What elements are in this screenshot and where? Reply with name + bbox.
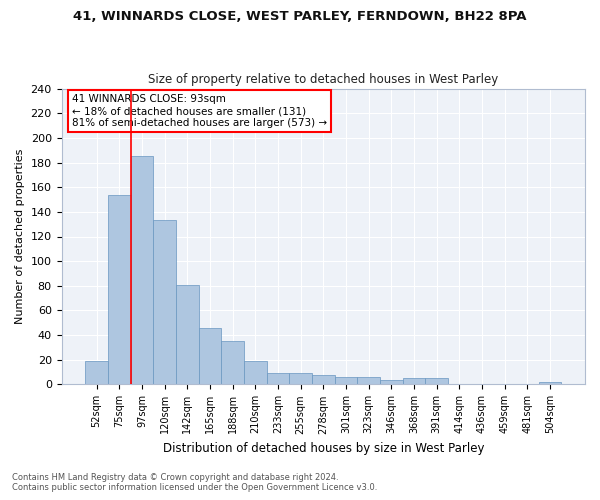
Title: Size of property relative to detached houses in West Parley: Size of property relative to detached ho… [148,73,499,86]
Bar [425,378,448,384]
Bar [244,361,266,384]
X-axis label: Distribution of detached houses by size in West Parley: Distribution of detached houses by size … [163,442,484,455]
Bar [176,284,199,384]
Y-axis label: Number of detached properties: Number of detached properties [15,149,25,324]
Bar [335,377,357,384]
Bar [357,377,380,384]
Bar [380,380,403,384]
Bar [85,361,108,384]
Bar [403,378,425,384]
Bar [108,194,131,384]
Bar [539,382,561,384]
Bar [154,220,176,384]
Text: Contains HM Land Registry data © Crown copyright and database right 2024.
Contai: Contains HM Land Registry data © Crown c… [12,473,377,492]
Bar [312,374,335,384]
Bar [221,342,244,384]
Text: 41 WINNARDS CLOSE: 93sqm
← 18% of detached houses are smaller (131)
81% of semi-: 41 WINNARDS CLOSE: 93sqm ← 18% of detach… [72,94,327,128]
Bar [131,156,154,384]
Bar [266,374,289,384]
Text: 41, WINNARDS CLOSE, WEST PARLEY, FERNDOWN, BH22 8PA: 41, WINNARDS CLOSE, WEST PARLEY, FERNDOW… [73,10,527,23]
Bar [289,374,312,384]
Bar [199,328,221,384]
